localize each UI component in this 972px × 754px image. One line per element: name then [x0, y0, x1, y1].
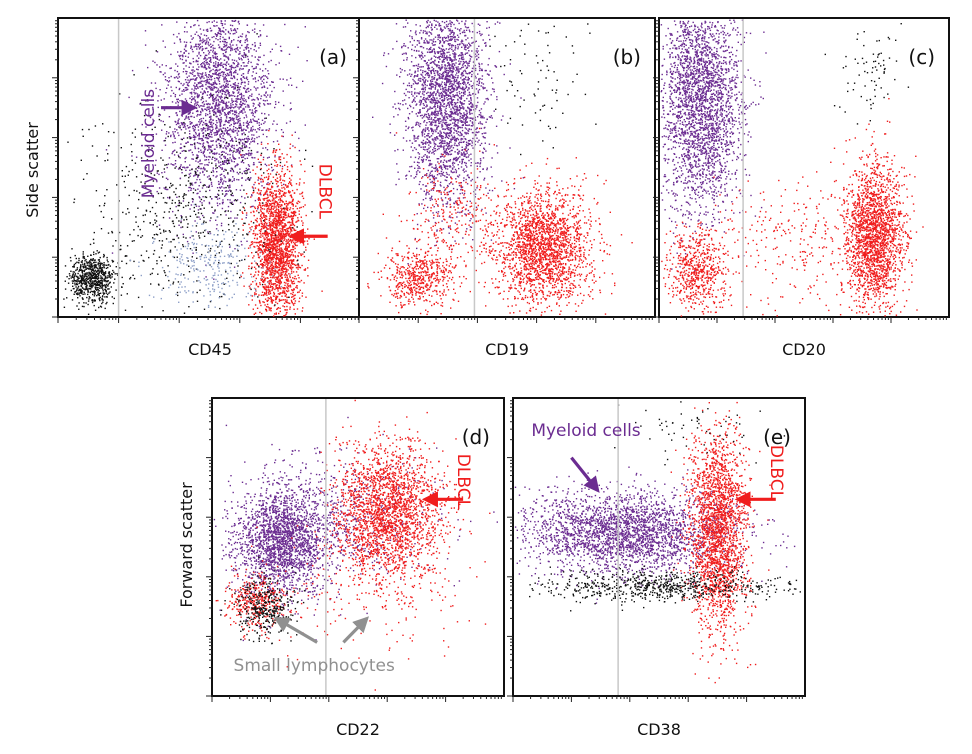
population-black_events-3	[614, 401, 786, 466]
panel-e: (e) CD38 Myeloid cells DLBCL	[507, 397, 806, 739]
y-axis-label: Forward scatter	[177, 482, 196, 608]
axis-ticks	[206, 400, 502, 702]
x-axis-label: CD20	[782, 340, 826, 359]
scatter-points	[63, 19, 329, 317]
panel-label: (d)	[462, 425, 490, 449]
population-dlbcl-2	[661, 204, 743, 317]
axis-ticks	[52, 20, 359, 323]
annotation-arrow	[342, 616, 369, 644]
annotation-1: Small lymphocytes	[234, 616, 395, 676]
annotation-0: Myeloid cells	[531, 421, 641, 493]
panel-label: (e)	[763, 425, 791, 449]
scatter-points	[367, 19, 633, 316]
x-axis-label: CD45	[188, 340, 232, 359]
axis-ticks	[353, 20, 653, 323]
annotation-label: Myeloid cells	[531, 421, 640, 441]
panel-label: (a)	[319, 45, 347, 69]
population-myeloid-0	[105, 19, 308, 280]
annotation-2	[342, 616, 369, 644]
scatter-points	[514, 401, 801, 684]
annotation-label: DLBCL	[315, 164, 335, 220]
population-dlbcl-2	[367, 219, 467, 316]
annotation-label: DLBCL	[453, 454, 473, 510]
population-dlbcl-2	[306, 399, 472, 643]
annotation-label: DLBCL	[766, 445, 786, 501]
annotation-0: Myeloid cells	[139, 89, 198, 198]
population-blue_events-4	[129, 203, 291, 308]
population-myeloid-0	[372, 19, 525, 265]
population-dlbcl-1	[240, 129, 323, 317]
panel-label: (b)	[613, 45, 641, 69]
population-dlbcl-1	[830, 98, 924, 317]
annotation-0: DLBCL	[421, 454, 473, 510]
population-myeloid-0	[660, 19, 767, 272]
population-black_events-2	[63, 242, 127, 315]
population-dlbcl-5	[217, 509, 491, 691]
population-myeloid-0	[213, 443, 371, 642]
axis-ticks	[653, 20, 947, 323]
population-black_events-4	[824, 23, 910, 125]
panel-b: (b) CD19	[353, 17, 656, 359]
population-dlbcl-3	[689, 147, 885, 317]
annotation-1: DLBCL	[734, 445, 786, 508]
scatter-points	[213, 399, 498, 691]
population-dlbcl-3	[382, 127, 533, 293]
population-myeloid-0	[514, 466, 796, 604]
y-axis-label: Side scatter	[23, 122, 42, 218]
panel-d: (d) CD22 Forward scatter DLBCL Small lymphoc…	[177, 397, 505, 739]
axis-ticks	[507, 400, 803, 702]
population-black_events-2	[529, 564, 801, 612]
population-black_events-4	[489, 23, 597, 156]
population-dlbcl-1	[470, 144, 633, 316]
panel-label: (c)	[908, 45, 935, 69]
annotation-label: Myeloid cells	[139, 89, 159, 198]
panel-c: (c) CD20	[653, 17, 950, 359]
plot-frame	[358, 17, 656, 318]
annotation-arrow	[570, 456, 600, 493]
x-axis-label: CD22	[336, 720, 380, 739]
annotation-arrow	[273, 616, 318, 644]
annotation-label: Small lymphocytes	[234, 656, 395, 676]
scatter-points	[660, 19, 924, 317]
panel-a: (a) CD45 Side scatter Myeloid cells DLBCL	[23, 17, 362, 359]
x-axis-label: CD38	[637, 720, 681, 739]
x-axis-label: CD19	[485, 340, 529, 359]
annotation-1: DLBCL	[288, 164, 335, 245]
